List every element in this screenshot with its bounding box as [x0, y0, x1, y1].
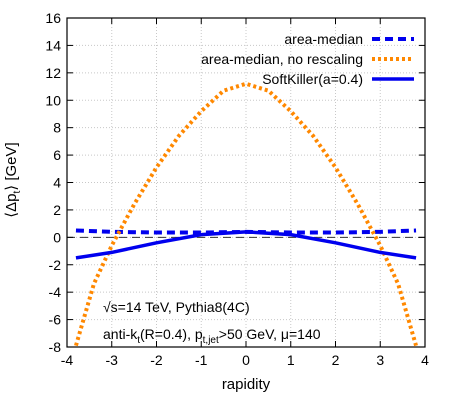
y-tick-label: 8 [53, 120, 61, 136]
x-tick-label: 1 [287, 352, 295, 368]
y-tick-label: 2 [53, 202, 61, 218]
x-tick-label: -1 [195, 352, 208, 368]
y-tick-label: 10 [45, 92, 61, 108]
series-layer [74, 81, 418, 347]
y-tick-label: -6 [49, 312, 62, 328]
x-axis-title: rapidity [222, 376, 271, 393]
x-tick-label: 2 [332, 352, 340, 368]
y-tick-label: -4 [49, 284, 62, 300]
x-tick-label: -3 [106, 352, 119, 368]
grid-lines [67, 18, 425, 347]
y-tick-label: 16 [45, 10, 61, 26]
x-tick-label: -2 [150, 352, 163, 368]
y-tick-label: -8 [49, 339, 62, 355]
x-tick-label: 0 [242, 352, 250, 368]
x-tick-label: 3 [376, 352, 384, 368]
legend-label-softkiller: SoftKiller(a=0.4) [262, 71, 363, 87]
y-axis-title: ⟨Δpt⟩ [GeV] [3, 142, 23, 217]
y-tick-label: 0 [53, 229, 61, 245]
legend: area-median area-median, no rescaling So… [201, 31, 414, 87]
y-tick-label: 4 [53, 175, 61, 191]
legend-label-area-median: area-median [284, 31, 363, 47]
y-tick-label: 6 [53, 147, 61, 163]
legend-label-area-median-no-rescaling: area-median, no rescaling [201, 51, 363, 67]
y-tick-label: 14 [45, 37, 61, 53]
x-tick-label: -4 [61, 352, 74, 368]
annotation-line-1: √s=14 TeV, Pythia8(4C) [103, 299, 250, 315]
y-tick-label: -2 [49, 257, 62, 273]
series-line-softkiller-a-0-4 [75, 230, 417, 260]
y-tick-label: 12 [45, 65, 61, 81]
x-tick-label: 4 [421, 352, 429, 368]
annotation-line-2: anti-kt(R=0.4), pt,jet>50 GeV, μ=140 [103, 326, 321, 346]
